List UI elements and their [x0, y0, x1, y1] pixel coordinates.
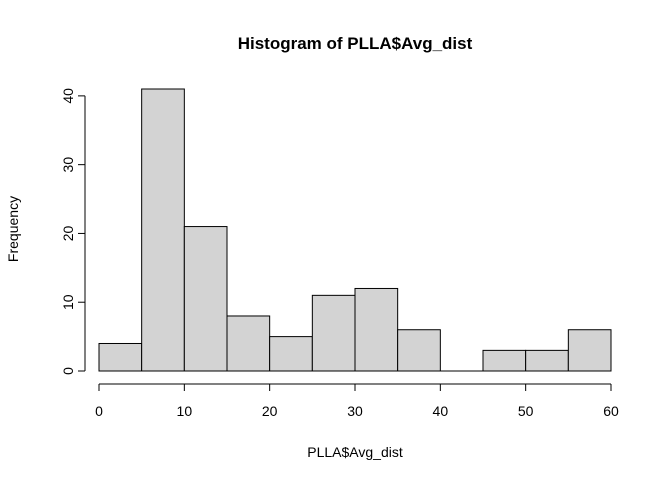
- x-tick-label: 30: [347, 403, 363, 419]
- histogram-bar-0-5: [98, 342, 143, 372]
- x-tick-label: 0: [95, 403, 103, 419]
- histogram-bar-55-60: [567, 329, 612, 372]
- histogram-bar-10-15: [183, 226, 228, 372]
- histogram-bar-30-35: [354, 287, 399, 372]
- y-tick-label: 20: [60, 225, 76, 241]
- x-tick-label: 60: [603, 403, 619, 419]
- chart-title: Histogram of PLLA$Avg_dist: [238, 34, 473, 53]
- histogram-bar-50-55: [525, 349, 569, 372]
- x-axis-label: PLLA$Avg_dist: [307, 444, 403, 460]
- histogram-bar-25-30: [311, 294, 356, 372]
- y-tick-label: 40: [60, 88, 76, 104]
- histogram-bar-45-50: [482, 349, 527, 372]
- x-tick-label: 10: [177, 403, 193, 419]
- y-tick-label: 30: [60, 157, 76, 173]
- histogram-bar-15-20: [226, 315, 271, 372]
- y-axis: 0 10 20 30 40: [60, 88, 86, 375]
- y-tick-label: 0: [60, 367, 76, 375]
- y-tick-label: 10: [60, 294, 76, 310]
- histogram-bar-20-25: [269, 336, 313, 372]
- x-tick-label: 40: [433, 403, 449, 419]
- histogram-bar-5-10: [141, 88, 185, 372]
- histogram-bar-35-40: [397, 329, 441, 372]
- x-tick-label: 50: [518, 403, 534, 419]
- y-axis-label: Frequency: [5, 196, 21, 262]
- x-axis: 0 10 20 30 40 50 60: [95, 383, 619, 419]
- x-tick-label: 20: [262, 403, 278, 419]
- histogram-bars: [98, 88, 612, 372]
